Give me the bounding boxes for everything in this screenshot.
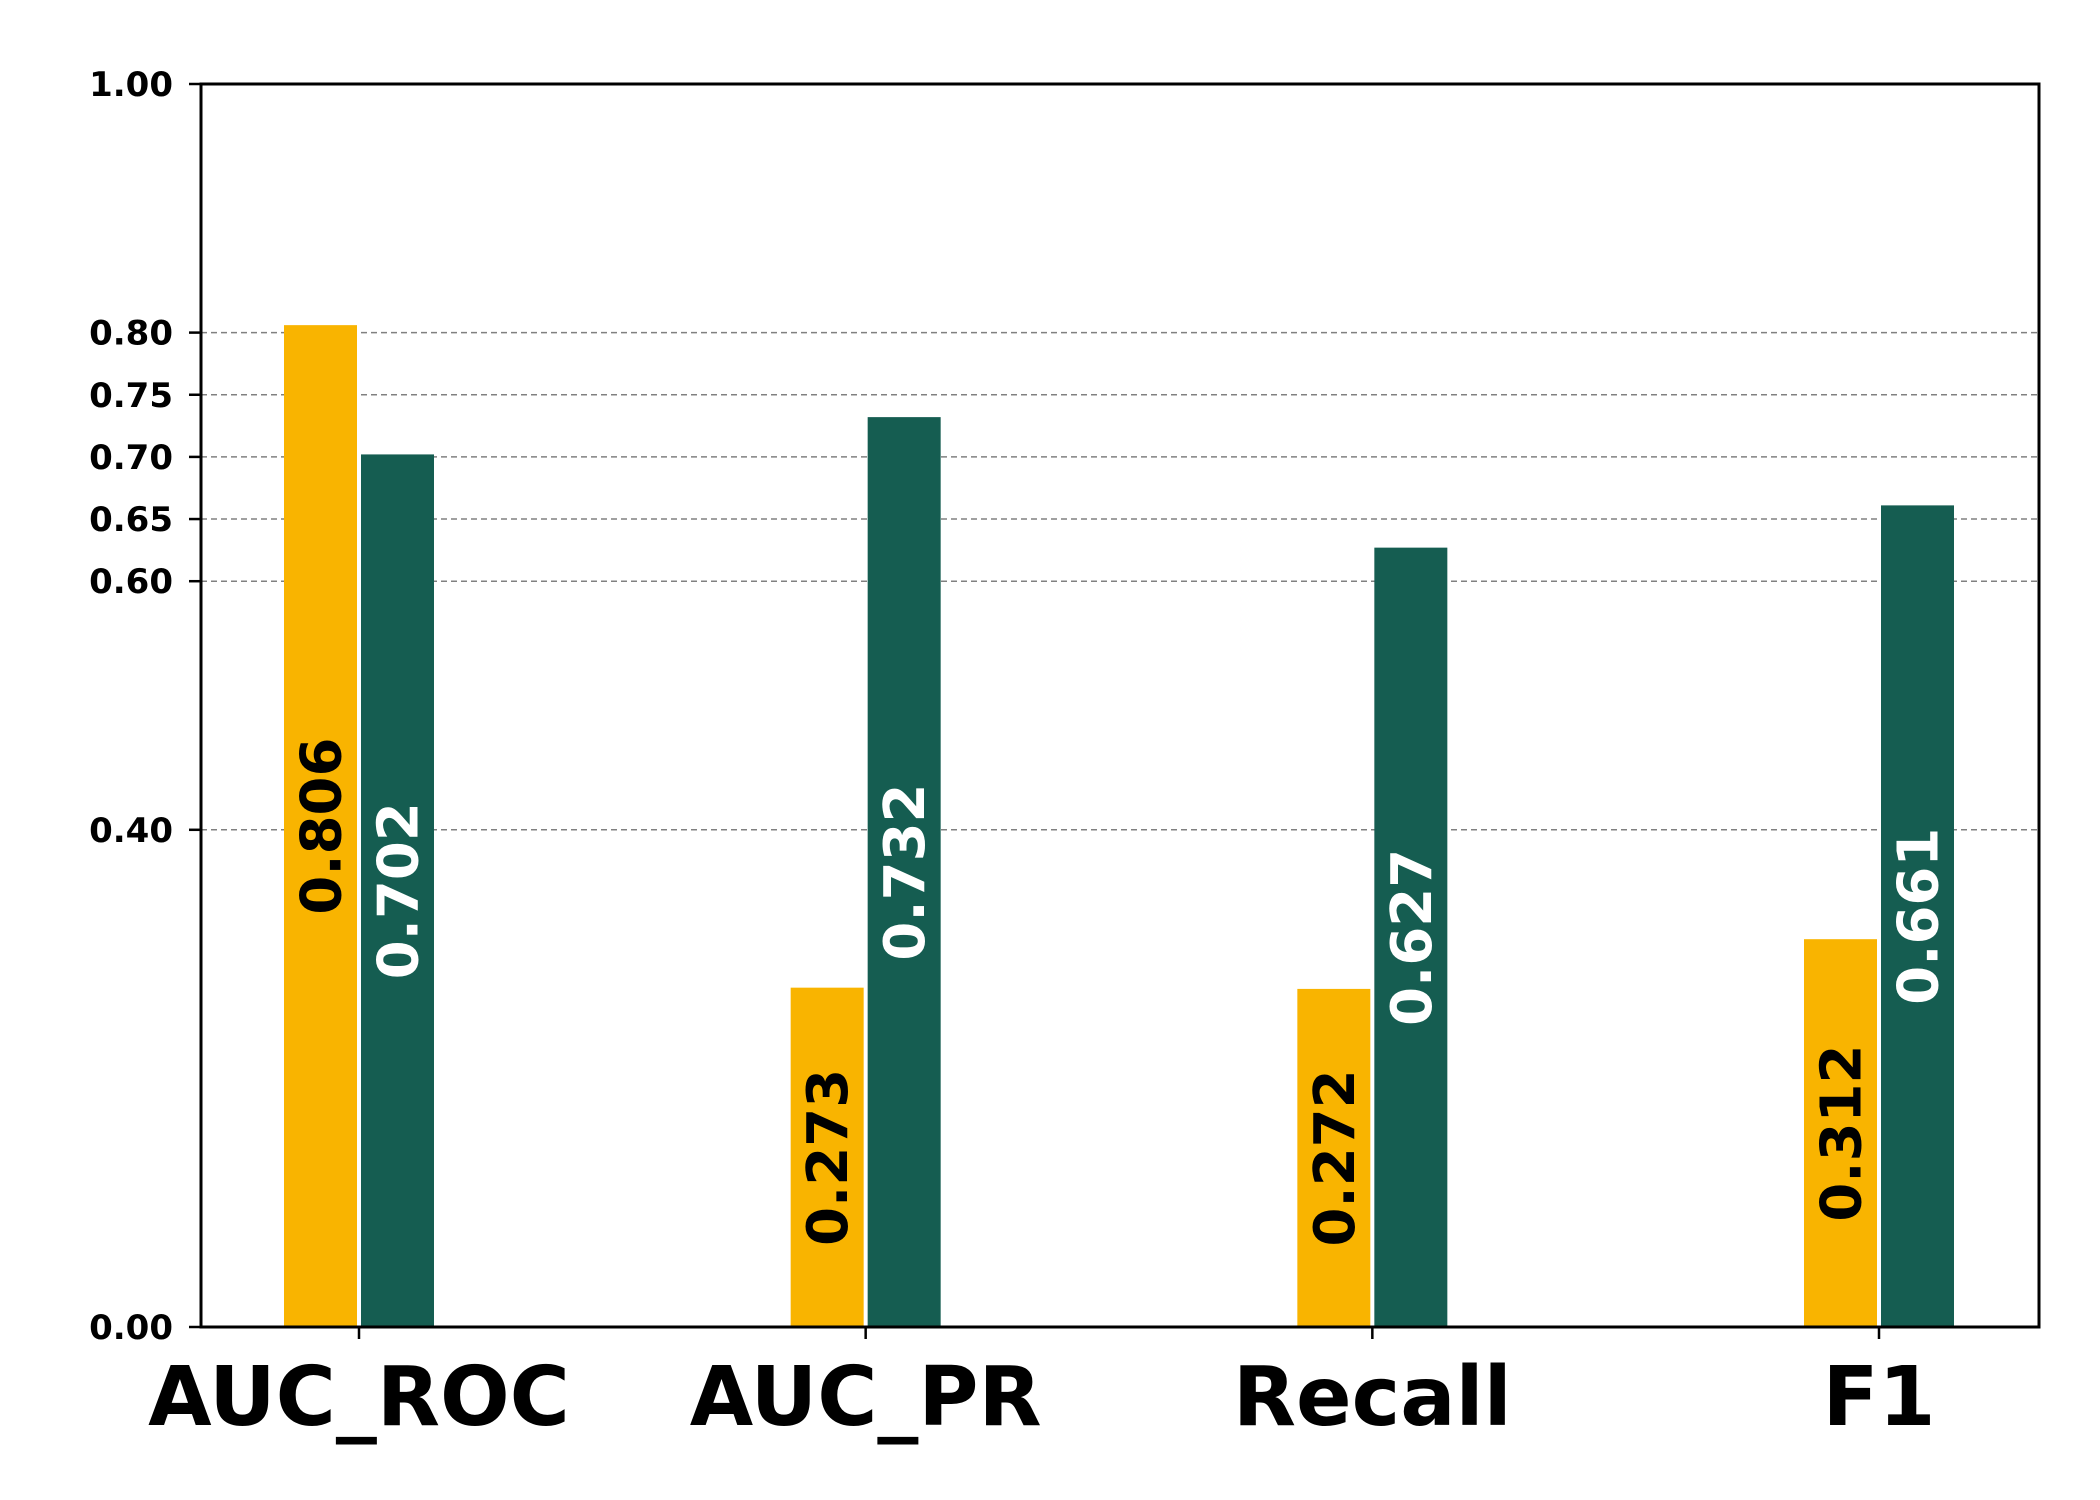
bar [1804, 939, 1877, 1327]
grid-lines [201, 331, 2039, 831]
plot-frame [199, 82, 2041, 1329]
bar-value-label: 0.661 [1887, 828, 1952, 1005]
bar-value-label: 0.273 [796, 1069, 861, 1246]
x-tick-label: AUC_ROC [148, 1350, 570, 1445]
y-tick-label: 0.60 [89, 562, 173, 602]
y-tick-label: 0.75 [89, 376, 173, 416]
bars [284, 325, 1954, 1328]
bar [284, 325, 357, 1328]
bar-value-label: 0.806 [290, 738, 355, 915]
bar [1881, 505, 1954, 1327]
y-tick-label: 0.80 [89, 314, 173, 354]
bar-value-label: 0.272 [1303, 1069, 1368, 1246]
bar [867, 417, 941, 1327]
bar [1374, 547, 1448, 1327]
bar [790, 987, 864, 1327]
y-tick-label: 0.40 [89, 811, 173, 851]
x-tick-label: AUC_PR [690, 1350, 1042, 1445]
x-tick-label: Recall [1233, 1350, 1512, 1445]
bar-value-label: 0.627 [1380, 849, 1445, 1026]
bar [361, 454, 434, 1327]
y-tick-label: 0.65 [89, 500, 173, 540]
bar [1297, 988, 1371, 1327]
bar-value-label: 0.702 [367, 802, 432, 979]
bar-value-label: 0.732 [873, 783, 938, 960]
y-tick-label: 0.70 [89, 438, 173, 478]
y-axis: 0.00 0.40 0.60 0.65 0.70 0.75 0.80 1.00 [89, 65, 201, 1348]
y-tick-label: 1.00 [89, 65, 173, 105]
x-tick-label: F1 [1822, 1350, 1935, 1445]
y-tick-label: 0.00 [89, 1308, 173, 1348]
x-axis: AUC_ROC AUC_PR Recall F1 [148, 1327, 1936, 1445]
bar-value-label: 0.312 [1810, 1045, 1875, 1222]
